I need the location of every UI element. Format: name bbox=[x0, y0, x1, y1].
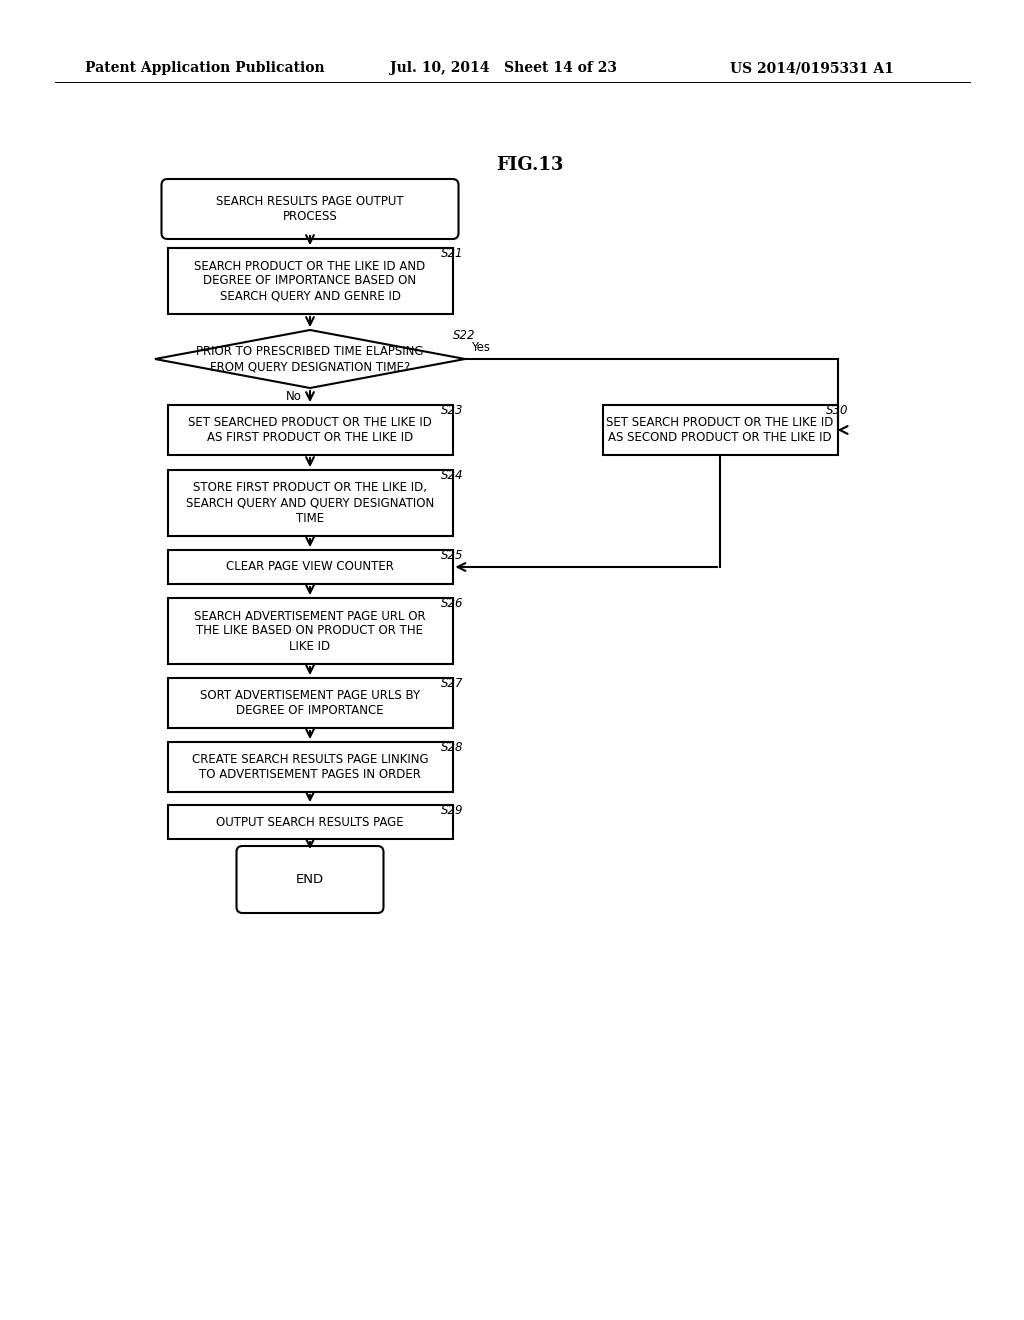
Bar bbox=[168, 678, 453, 729]
Bar bbox=[168, 598, 453, 664]
Text: US 2014/0195331 A1: US 2014/0195331 A1 bbox=[730, 61, 894, 75]
Text: S23: S23 bbox=[440, 404, 463, 417]
Text: No: No bbox=[286, 389, 302, 403]
Text: S26: S26 bbox=[440, 597, 463, 610]
Text: CREATE SEARCH RESULTS PAGE LINKING
TO ADVERTISEMENT PAGES IN ORDER: CREATE SEARCH RESULTS PAGE LINKING TO AD… bbox=[191, 752, 428, 781]
Text: SEARCH RESULTS PAGE OUTPUT
PROCESS: SEARCH RESULTS PAGE OUTPUT PROCESS bbox=[216, 195, 403, 223]
Bar bbox=[168, 805, 453, 840]
Text: SEARCH ADVERTISEMENT PAGE URL OR
THE LIKE BASED ON PRODUCT OR THE
LIKE ID: SEARCH ADVERTISEMENT PAGE URL OR THE LIK… bbox=[195, 610, 426, 652]
Polygon shape bbox=[155, 330, 465, 388]
Text: STORE FIRST PRODUCT OR THE LIKE ID,
SEARCH QUERY AND QUERY DESIGNATION
TIME: STORE FIRST PRODUCT OR THE LIKE ID, SEAR… bbox=[186, 482, 434, 524]
Text: S24: S24 bbox=[440, 469, 463, 482]
Text: CLEAR PAGE VIEW COUNTER: CLEAR PAGE VIEW COUNTER bbox=[226, 561, 394, 573]
Text: S25: S25 bbox=[440, 549, 463, 562]
Text: SORT ADVERTISEMENT PAGE URLS BY
DEGREE OF IMPORTANCE: SORT ADVERTISEMENT PAGE URLS BY DEGREE O… bbox=[200, 689, 420, 717]
Text: S28: S28 bbox=[440, 741, 463, 754]
FancyBboxPatch shape bbox=[162, 180, 459, 239]
Bar bbox=[168, 742, 453, 792]
FancyBboxPatch shape bbox=[237, 846, 384, 913]
Text: OUTPUT SEARCH RESULTS PAGE: OUTPUT SEARCH RESULTS PAGE bbox=[216, 816, 403, 829]
Text: Patent Application Publication: Patent Application Publication bbox=[85, 61, 325, 75]
Text: PRIOR TO PRESCRIBED TIME ELAPSING
FROM QUERY DESIGNATION TIME?: PRIOR TO PRESCRIBED TIME ELAPSING FROM Q… bbox=[197, 345, 424, 374]
Text: END: END bbox=[296, 873, 324, 886]
Text: Yes: Yes bbox=[471, 341, 490, 354]
Text: S22: S22 bbox=[453, 329, 475, 342]
Text: S29: S29 bbox=[440, 804, 463, 817]
Bar bbox=[168, 470, 453, 536]
Text: SET SEARCHED PRODUCT OR THE LIKE ID
AS FIRST PRODUCT OR THE LIKE ID: SET SEARCHED PRODUCT OR THE LIKE ID AS F… bbox=[188, 416, 432, 444]
Text: SEARCH PRODUCT OR THE LIKE ID AND
DEGREE OF IMPORTANCE BASED ON
SEARCH QUERY AND: SEARCH PRODUCT OR THE LIKE ID AND DEGREE… bbox=[195, 260, 426, 302]
Bar bbox=[168, 248, 453, 314]
Text: FIG.13: FIG.13 bbox=[497, 156, 563, 174]
Text: S30: S30 bbox=[825, 404, 848, 417]
Text: S27: S27 bbox=[440, 677, 463, 690]
Bar bbox=[602, 405, 838, 455]
Text: Jul. 10, 2014   Sheet 14 of 23: Jul. 10, 2014 Sheet 14 of 23 bbox=[390, 61, 617, 75]
Text: S21: S21 bbox=[440, 247, 463, 260]
Bar bbox=[168, 550, 453, 583]
Bar bbox=[168, 405, 453, 455]
Text: SET SEARCH PRODUCT OR THE LIKE ID
AS SECOND PRODUCT OR THE LIKE ID: SET SEARCH PRODUCT OR THE LIKE ID AS SEC… bbox=[606, 416, 834, 444]
